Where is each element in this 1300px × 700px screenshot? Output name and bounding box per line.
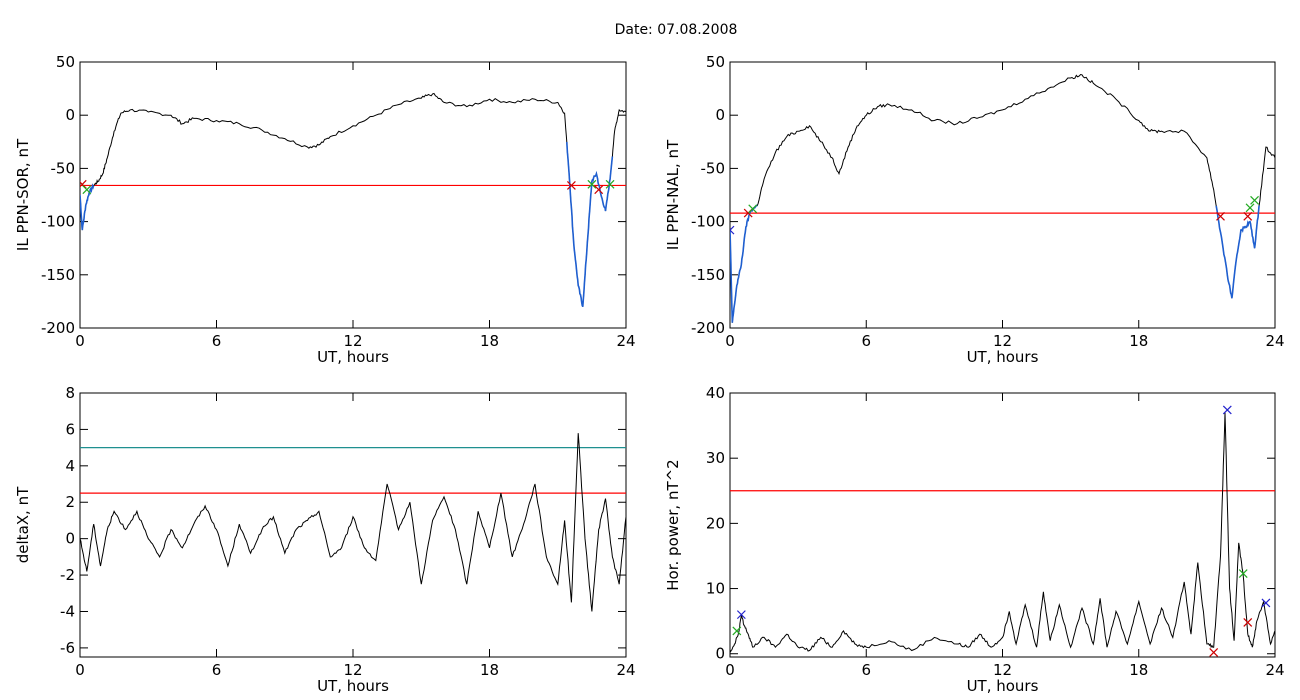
y-axis-label: IL PPN-NAL, nT bbox=[664, 139, 682, 250]
panel-p4: 0 6 12 18 24 0 10 20 30 40 UT, hours Hor. power, nT… bbox=[664, 384, 1285, 695]
y-tick-label: 10 bbox=[706, 580, 725, 598]
x-marker bbox=[748, 204, 758, 214]
x-marker bbox=[1222, 405, 1232, 415]
x-tick-label: 18 bbox=[480, 332, 499, 350]
y-tick-label: -200 bbox=[41, 319, 75, 337]
x-marker bbox=[82, 185, 92, 195]
x-marker bbox=[1261, 598, 1271, 608]
x-tick-label: 6 bbox=[861, 332, 871, 350]
x-tick-label: 24 bbox=[616, 332, 635, 350]
x-tick-label: 0 bbox=[75, 661, 85, 679]
x-marker bbox=[1243, 211, 1253, 221]
y-tick-label: -2 bbox=[60, 566, 75, 584]
y-tick-label: 0 bbox=[715, 645, 725, 663]
plot-frame bbox=[79, 392, 627, 658]
y-tick-label: 40 bbox=[706, 384, 725, 402]
plot-area bbox=[730, 73, 1275, 323]
y-tick-label: 4 bbox=[65, 457, 75, 475]
plot-frame bbox=[729, 392, 1276, 658]
series-line bbox=[730, 412, 1275, 653]
panel-p1: 0 6 12 18 24 -200 -150 -100 -50 0 50 UT, hours IL PP… bbox=[14, 53, 636, 366]
y-axis-label: IL PPN-SOR, nT bbox=[14, 138, 32, 251]
y-tick-label: 0 bbox=[715, 106, 725, 124]
x-marker bbox=[730, 225, 735, 235]
y-tick-label: 30 bbox=[706, 449, 725, 467]
y-tick-label: -200 bbox=[691, 319, 725, 337]
x-tick-label: 6 bbox=[212, 661, 222, 679]
x-marker bbox=[587, 179, 597, 189]
y-tick-label: -150 bbox=[41, 266, 75, 284]
x-axis-label: UT, hours bbox=[317, 677, 389, 695]
x-marker bbox=[1238, 569, 1248, 578]
x-tick-label: 24 bbox=[1265, 332, 1284, 350]
x-marker bbox=[732, 626, 742, 636]
x-tick-label: 18 bbox=[480, 661, 499, 679]
y-tick-label: 50 bbox=[706, 53, 725, 71]
x-tick-label: 6 bbox=[212, 332, 222, 350]
x-tick-label: 0 bbox=[725, 661, 735, 679]
x-marker bbox=[1245, 203, 1255, 213]
plot-area bbox=[730, 405, 1275, 657]
y-tick-label: -100 bbox=[41, 213, 75, 231]
y-tick-label: 20 bbox=[706, 514, 725, 532]
y-tick-label: 8 bbox=[65, 384, 75, 402]
y-tick-label: 0 bbox=[65, 106, 75, 124]
series-line bbox=[80, 433, 626, 612]
x-marker bbox=[736, 610, 746, 620]
x-tick-label: 24 bbox=[616, 661, 635, 679]
x-tick-label: 12 bbox=[993, 661, 1012, 679]
x-marker bbox=[1243, 618, 1253, 627]
x-tick-label: 24 bbox=[1265, 661, 1284, 679]
y-tick-label: -6 bbox=[60, 639, 75, 657]
x-marker bbox=[1250, 195, 1259, 205]
y-tick-label: -50 bbox=[701, 159, 726, 177]
x-tick-label: 6 bbox=[861, 661, 871, 679]
series-line bbox=[730, 73, 1275, 323]
x-marker bbox=[566, 180, 576, 190]
plot-area bbox=[80, 92, 626, 308]
x-marker bbox=[594, 185, 604, 195]
x-marker bbox=[605, 179, 615, 189]
series-line bbox=[80, 92, 626, 307]
x-marker bbox=[1216, 211, 1225, 221]
y-axis-label: Hor. power, nT^2 bbox=[664, 459, 682, 590]
y-tick-label: 6 bbox=[65, 420, 75, 438]
x-tick-label: 18 bbox=[1129, 332, 1148, 350]
x-tick-label: 12 bbox=[343, 332, 362, 350]
figure-title: Date: 07.08.2008 bbox=[615, 22, 738, 38]
highlight-segment bbox=[1215, 205, 1260, 299]
plot-area bbox=[80, 433, 626, 612]
x-marker bbox=[1209, 648, 1219, 657]
x-tick-label: 12 bbox=[993, 332, 1012, 350]
plot-frame bbox=[79, 61, 627, 329]
y-tick-label: 2 bbox=[65, 493, 75, 511]
panel-p2: 0 6 12 18 24 -200 -150 -100 -50 0 50 UT, hours IL PP… bbox=[664, 53, 1285, 366]
y-tick-label: -4 bbox=[60, 602, 75, 620]
x-axis-label: UT, hours bbox=[317, 348, 389, 366]
highlight-segment bbox=[566, 142, 614, 308]
y-tick-label: 0 bbox=[65, 530, 75, 548]
highlight-segment bbox=[730, 204, 758, 323]
x-tick-label: 18 bbox=[1129, 661, 1148, 679]
x-tick-label: 0 bbox=[725, 332, 735, 350]
plot-frame bbox=[729, 61, 1276, 329]
y-axis-label: deltaX, nT bbox=[14, 486, 32, 563]
y-tick-label: -50 bbox=[51, 159, 76, 177]
y-tick-label: -150 bbox=[691, 266, 725, 284]
x-axis-label: UT, hours bbox=[967, 348, 1039, 366]
x-tick-label: 0 bbox=[75, 332, 85, 350]
x-axis-label: UT, hours bbox=[967, 677, 1039, 695]
highlight-segment bbox=[80, 183, 95, 231]
x-tick-label: 12 bbox=[343, 661, 362, 679]
y-tick-label: -100 bbox=[691, 213, 725, 231]
y-tick-label: 50 bbox=[56, 53, 75, 71]
